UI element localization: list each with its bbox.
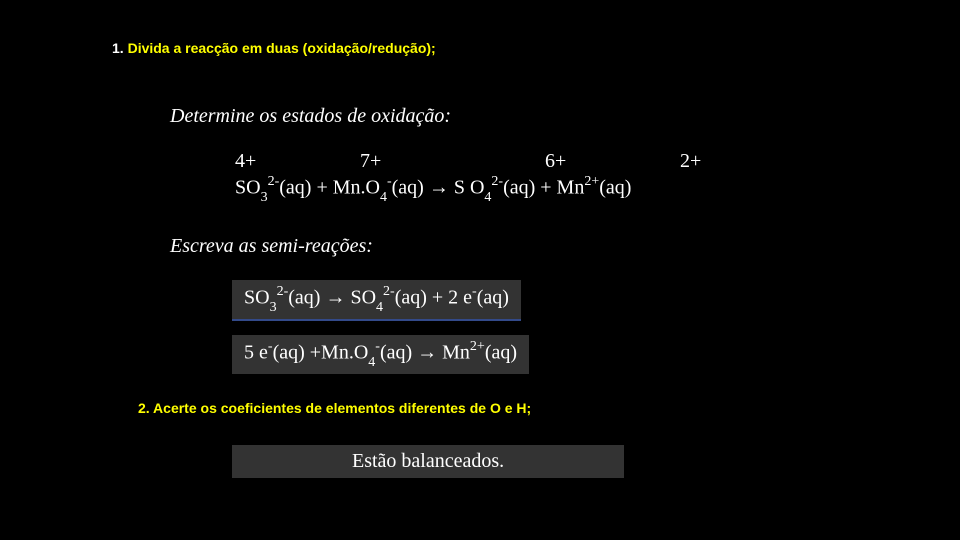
instruction-write-half-reactions: Escreva as semi-reações: <box>170 235 373 258</box>
ox-state-1: 4+ <box>235 150 256 173</box>
instruction-determine-states: Determine os estados de oxidação: <box>170 105 451 128</box>
main-equation: SO32-(aq) + Mn.O4-(aq) → S O42-(aq) + Mn… <box>235 175 631 204</box>
step-1-prefix: 1. <box>112 40 128 56</box>
ox-state-3: 6+ <box>545 150 566 173</box>
balanced-statement: Estão balanceados. <box>232 445 624 478</box>
step-1-text: Divida a reacção em duas (oxidação/reduç… <box>128 40 436 56</box>
ox-state-4: 2+ <box>680 150 701 173</box>
ox-state-2: 7+ <box>360 150 381 173</box>
half-reaction-reduction: 5 e-(aq) +Mn.O4-(aq) → Mn2+(aq) <box>232 335 529 374</box>
step-2-heading: 2. Acerte os coeficientes de elementos d… <box>138 400 531 416</box>
half-reaction-oxidation: SO32-(aq) → SO42-(aq) + 2 e-(aq) <box>232 280 521 321</box>
step-1-heading: 1. Divida a reacção em duas (oxidação/re… <box>112 40 436 56</box>
